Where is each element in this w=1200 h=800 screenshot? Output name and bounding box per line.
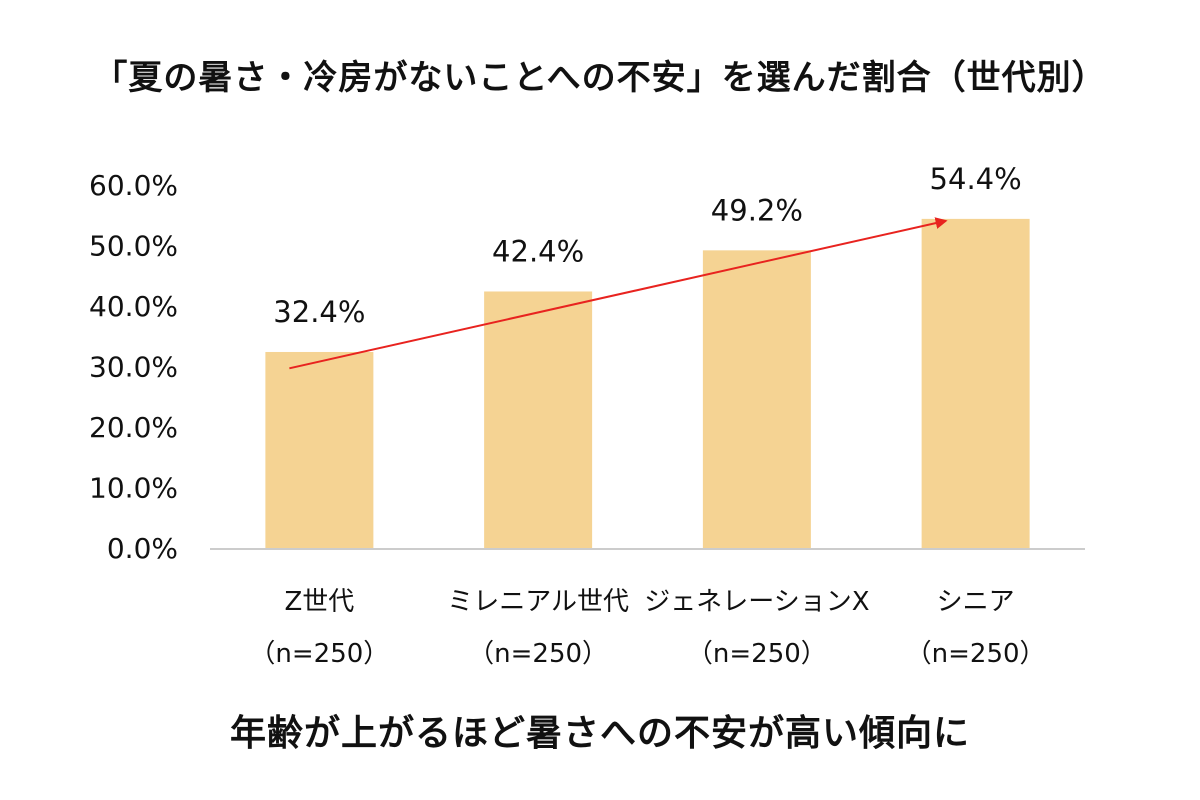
data-label: 42.4% (492, 234, 584, 268)
category-label: ジェネレーションX (644, 587, 869, 617)
y-tick-label: 10.0% (89, 472, 178, 505)
data-label: 49.2% (711, 193, 803, 227)
trend-arrow (289, 217, 948, 370)
y-tick-label: 50.0% (89, 230, 178, 263)
data-labels: 32.4% 42.4% 49.2% 54.4% (273, 162, 1021, 329)
data-label: 54.4% (930, 162, 1022, 196)
sample-size-label: （n=250） (468, 639, 608, 669)
data-label: 32.4% (273, 295, 365, 329)
y-tick-label: 60.0% (89, 169, 178, 202)
y-axis-ticks: 0.0% 10.0% 20.0% 30.0% 40.0% 50.0% 60.0% (89, 169, 178, 565)
y-tick-label: 30.0% (89, 351, 178, 384)
sample-size-label: （n=250） (906, 639, 1046, 669)
sample-size-label: （n=250） (249, 639, 389, 669)
category-label: シニア (937, 587, 1015, 617)
bar (702, 250, 811, 548)
category-labels: Z世代 （n=250） ミレニアル世代 （n=250） ジェネレーションX （n=250）… (249, 587, 1045, 669)
bar (484, 291, 593, 548)
y-tick-label: 20.0% (89, 411, 178, 444)
y-tick-label: 40.0% (89, 290, 178, 323)
y-tick-label: 0.0% (107, 532, 178, 565)
category-label: ミレニアル世代 (447, 587, 629, 617)
bar (265, 351, 374, 548)
bar (921, 218, 1030, 548)
chart-caption: 年齢が上がるほど暑さへの不安が高い傾向に (229, 713, 970, 754)
sample-size-label: （n=250） (687, 639, 827, 669)
category-label: Z世代 (284, 587, 354, 617)
chart-title: 「夏の暑さ・冷房がないことへの不安」を選んだ割合（世代別） (93, 58, 1107, 98)
bars (265, 218, 1030, 548)
